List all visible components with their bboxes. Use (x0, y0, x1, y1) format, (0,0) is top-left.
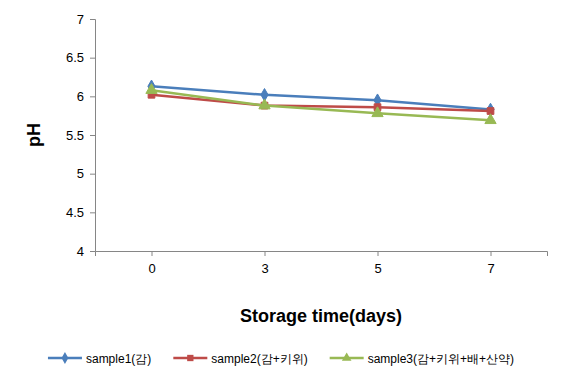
chart: 4 4.5 5 5.5 6 6.5 7 0 3 5 7 pH Storage time(days) sam… (0, 0, 562, 381)
y-tick-mark (90, 96, 95, 97)
x-tick-label: 7 (487, 261, 494, 276)
point-marker (485, 114, 496, 124)
y-tick: 7 (77, 12, 95, 27)
x-tick-mark (491, 251, 492, 256)
y-tick-label: 6 (77, 89, 84, 104)
legend-item: sample3(감+키위+배+산약) (330, 352, 514, 366)
y-tick: 5 (77, 166, 95, 181)
legend-marker (187, 355, 193, 361)
x-tick-mark (152, 251, 153, 256)
legend-item: sample1(감) (48, 352, 151, 366)
y-tick-label: 4 (77, 244, 84, 259)
y-tick-label: 4.5 (66, 205, 84, 220)
x-tick: 5 (374, 251, 381, 276)
y-tick-mark (90, 19, 95, 20)
series-line (152, 90, 491, 120)
legend-marker (342, 352, 352, 360)
y-tick-label: 6.5 (66, 50, 84, 65)
y-tick-mark (90, 58, 95, 59)
point-marker (146, 84, 157, 94)
legend: sample1(감) sample2(감+키위) sample3(감+키위+배+산약… (48, 352, 514, 366)
x-tick-mark (378, 251, 379, 256)
x-axis-title: Storage time(days) (240, 306, 402, 326)
legend-marker (62, 352, 69, 364)
x-tick-label: 3 (261, 261, 268, 276)
x-axis-line (96, 252, 548, 257)
y-tick-mark (90, 174, 95, 175)
point-marker (259, 99, 270, 109)
series-group (146, 80, 496, 124)
y-tick: 4.5 (66, 205, 95, 220)
x-tick-label: 5 (374, 261, 381, 276)
y-tick-mark (90, 135, 95, 136)
x-tick-mark (265, 251, 266, 256)
plot-area: 4 4.5 5 5.5 6 6.5 7 0 3 5 7 (66, 12, 548, 277)
y-tick-mark (90, 212, 95, 213)
y-tick-label: 5.5 (66, 128, 84, 143)
y-tick: 6 (77, 89, 95, 104)
x-tick: 0 (148, 251, 155, 276)
y-tick: 5.5 (66, 128, 95, 143)
legend-item: sample2(감+키위) (173, 352, 307, 366)
legend-label: sample2(감+키위) (211, 352, 307, 366)
y-tick: 4 (77, 244, 95, 259)
x-axis: 0 3 5 7 (96, 251, 548, 276)
x-tick: 3 (261, 251, 268, 276)
y-axis-line (90, 20, 96, 252)
point-marker (372, 107, 383, 117)
y-tick: 6.5 (66, 50, 95, 65)
x-tick-label: 0 (148, 261, 155, 276)
y-tick-label: 7 (77, 12, 84, 27)
y-tick-mark (90, 251, 95, 252)
y-tick-label: 5 (77, 166, 84, 181)
legend-label: sample3(감+키위+배+산약) (368, 352, 514, 366)
y-axis-title: pH (24, 123, 44, 147)
legend-label: sample1(감) (86, 352, 151, 366)
y-axis: 4 4.5 5 5.5 6 6.5 7 (66, 12, 96, 259)
x-tick: 7 (487, 251, 494, 276)
